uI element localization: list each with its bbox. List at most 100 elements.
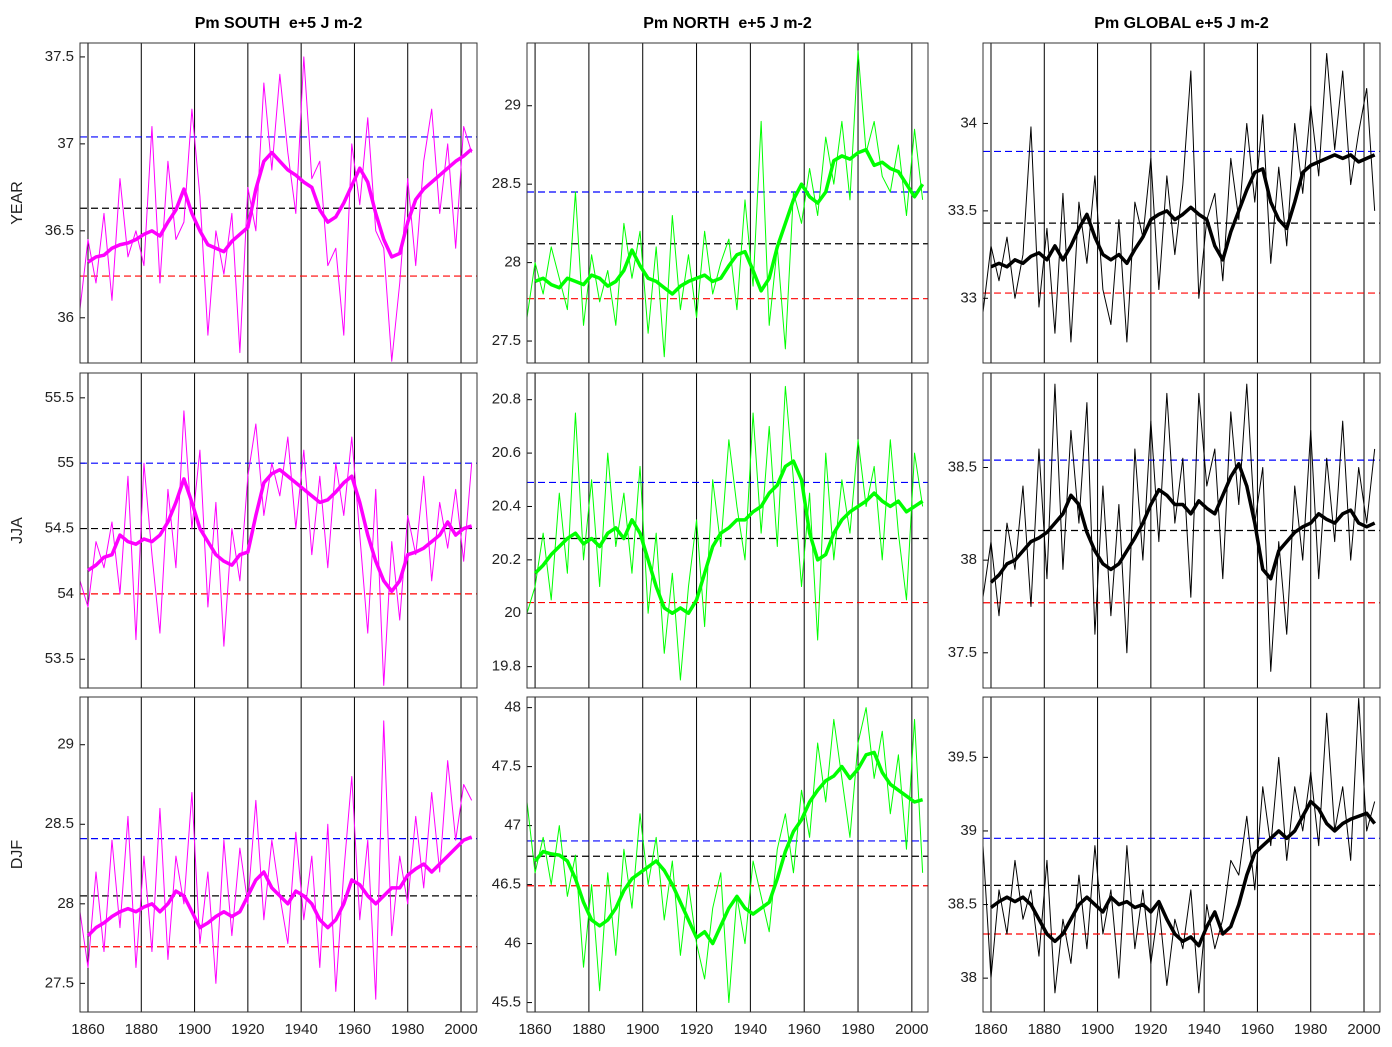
- panel: 27.5 28 28.5 29 Pm NORTH e+5 J m-2: [492, 15, 929, 364]
- y-tick-label: 27.5: [492, 332, 521, 349]
- y-tick-label: 33: [960, 289, 977, 306]
- y-tick-label: 47.5: [492, 758, 521, 775]
- series-line: [989, 799, 1377, 948]
- x-tick-label: 1900: [178, 1021, 211, 1038]
- panel: 1860 1880 1900 1920 1940 1960 1980 2000 45.5 46 46…: [492, 696, 929, 1038]
- x-tick-label: 1920: [231, 1021, 264, 1038]
- series-line: [86, 835, 473, 937]
- series-line: [87, 147, 473, 264]
- y-tick-label: 28: [504, 254, 521, 271]
- y-tick-label: 38.5: [948, 458, 977, 475]
- plot-area: [983, 43, 1380, 363]
- x-tick-label: 1920: [1134, 1021, 1167, 1038]
- series-line: [990, 153, 1376, 269]
- plot-content: [80, 720, 477, 1000]
- y-tick-label: 38: [960, 969, 977, 986]
- plot-content: [527, 707, 928, 1004]
- series-line: [983, 697, 1376, 994]
- y-tick-label: 38: [960, 551, 977, 568]
- x-tick-label: 1880: [572, 1021, 605, 1038]
- x-tick-label: 1980: [391, 1021, 424, 1038]
- panel: 19.8 20 20.2 20.4 20.6 20.8: [492, 372, 929, 689]
- plot-frame: [982, 696, 1381, 1013]
- x-tick-label: 1940: [1187, 1021, 1220, 1038]
- panel: 37.5 38 38.5: [948, 372, 1381, 689]
- y-tick-label: 34: [960, 114, 977, 131]
- y-axis-label: DJF: [9, 840, 26, 870]
- y-tick-label: 20.8: [492, 391, 521, 408]
- plot-content: [80, 410, 477, 686]
- y-tick-label: 55.5: [45, 389, 74, 406]
- series-line: [533, 750, 924, 946]
- panel: 33 33.5 34 Pm GLOBAL e+5 J m-2: [948, 15, 1381, 364]
- plot-frame: [982, 42, 1381, 364]
- chart-title: Pm GLOBAL e+5 J m-2: [1094, 15, 1269, 32]
- series-line: [527, 707, 924, 1004]
- y-tick-label: 29: [504, 97, 521, 114]
- x-tick-label: 1960: [338, 1021, 371, 1038]
- y-tick-label: 39: [960, 822, 977, 839]
- series-line: [527, 385, 924, 681]
- y-tick-label: 37.5: [45, 48, 74, 65]
- y-tick-label: 28: [57, 895, 74, 912]
- x-tick-label: 1960: [1241, 1021, 1274, 1038]
- plot-frame: [79, 42, 478, 364]
- plot-area: [527, 697, 928, 1012]
- series-line: [527, 50, 924, 358]
- series-line: [80, 410, 473, 686]
- x-tick-label: 1920: [680, 1021, 713, 1038]
- x-tick-label: 2000: [444, 1021, 477, 1038]
- y-tick-label: 38.5: [948, 896, 977, 913]
- x-tick-label: 1960: [788, 1021, 821, 1038]
- panel: 1860 1880 1900 1920 1940 1960 1980 2000 38 38.5 39…: [948, 696, 1381, 1038]
- y-tick-label: 20.2: [492, 551, 521, 568]
- y-axis-label: YEAR: [9, 181, 26, 225]
- plot-content: [527, 385, 928, 681]
- series-line: [983, 383, 1376, 672]
- x-tick-label: 1880: [125, 1021, 158, 1038]
- y-tick-label: 46: [504, 935, 521, 952]
- plot-area: [80, 697, 477, 1012]
- plot-frame: [982, 372, 1381, 689]
- plot-content: [983, 383, 1380, 672]
- y-tick-label: 36.5: [45, 222, 74, 239]
- series-line: [80, 56, 473, 362]
- plot-frame: [79, 696, 478, 1013]
- plot-frame: [526, 42, 929, 364]
- x-tick-label: 1900: [626, 1021, 659, 1038]
- series-line: [533, 459, 924, 615]
- x-tick-label: 2000: [1347, 1021, 1380, 1038]
- y-tick-label: 20.4: [492, 497, 521, 514]
- panel: 53.5 54 54.5 55 55.5 JJA: [9, 372, 478, 689]
- series-line: [983, 52, 1376, 343]
- plot-content: [80, 56, 477, 362]
- y-tick-label: 28.5: [492, 175, 521, 192]
- y-tick-label: 54: [57, 585, 74, 602]
- plot-content: [983, 697, 1380, 994]
- series-line: [80, 720, 473, 1000]
- y-tick-label: 55: [57, 454, 74, 471]
- y-tick-label: 53.5: [45, 650, 74, 667]
- plot-area: [80, 373, 477, 688]
- series-line: [534, 147, 925, 296]
- plot-frame: [526, 372, 929, 689]
- y-tick-label: 45.5: [492, 994, 521, 1011]
- chart-title: Pm SOUTH e+5 J m-2: [195, 15, 363, 32]
- plot-content: [983, 52, 1380, 343]
- x-tick-label: 1860: [71, 1021, 104, 1038]
- series-line: [87, 467, 473, 594]
- y-axis-label: JJA: [9, 517, 26, 544]
- panel: 1860 1880 1900 1920 1940 1960 1980 2000 27.5 28 28…: [9, 696, 478, 1038]
- plot-area: [527, 43, 928, 363]
- plot-area: [983, 697, 1380, 1012]
- y-tick-label: 19.8: [492, 658, 521, 675]
- series-line: [989, 462, 1376, 584]
- x-tick-label: 1880: [1028, 1021, 1061, 1038]
- panel: 36 36.5 37 37.5 Pm SOUTH e+5 J m-2 YEAR: [9, 15, 478, 364]
- x-tick-label: 1980: [841, 1021, 874, 1038]
- y-tick-label: 27.5: [45, 974, 74, 991]
- x-tick-label: 1860: [518, 1021, 551, 1038]
- y-tick-label: 48: [504, 699, 521, 716]
- y-tick-label: 46.5: [492, 876, 521, 893]
